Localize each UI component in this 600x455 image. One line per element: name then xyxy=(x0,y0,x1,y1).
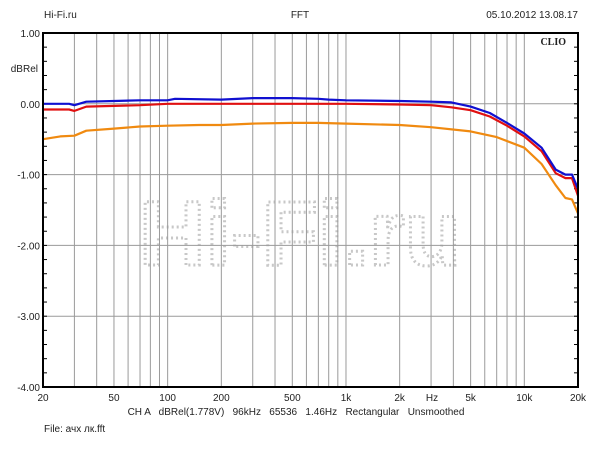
x-tick-label: 20 xyxy=(37,393,49,404)
series-line-red xyxy=(43,102,580,197)
x-tick-label: 1k xyxy=(341,393,353,404)
x-tick-label: 5k xyxy=(465,393,477,404)
header-left: Hi-Fi.ru xyxy=(44,10,77,21)
y-tick-label: 1.00 xyxy=(21,29,41,40)
x-tick-label: 20k xyxy=(570,393,587,404)
footer-settings: CH A dBRel(1.778V) 96kHz 65536 1.46Hz Re… xyxy=(128,407,465,418)
x-tick-label: 500 xyxy=(284,393,301,404)
plot-frame xyxy=(42,32,579,388)
y-tick-label: 0.00 xyxy=(21,100,41,111)
series-line-orange xyxy=(42,121,580,214)
watermark: Hi-Fi.ru xyxy=(139,183,461,285)
y-tick-label: -3.00 xyxy=(17,312,40,323)
x-axis-label: Hz xyxy=(426,393,438,404)
x-tick-label: 50 xyxy=(108,393,120,404)
brand-label: CLIO xyxy=(540,37,566,48)
chart-title: FFT xyxy=(291,10,309,21)
footer-file: File: ачх лк.fft xyxy=(44,424,105,435)
x-tick-label: 100 xyxy=(159,393,176,404)
y-tick-label: -1.00 xyxy=(17,171,40,182)
y-tick-label: -2.00 xyxy=(17,241,40,252)
x-tick-label: 200 xyxy=(213,393,230,404)
series-line-blue xyxy=(43,96,580,190)
y-axis-label: dBRel xyxy=(11,64,38,75)
header-date: 05.10.2012 13.08.17 xyxy=(486,10,578,21)
x-tick-label: 2k xyxy=(394,393,406,404)
x-tick-label: 10k xyxy=(516,393,533,404)
y-tick-label: -4.00 xyxy=(17,383,40,394)
